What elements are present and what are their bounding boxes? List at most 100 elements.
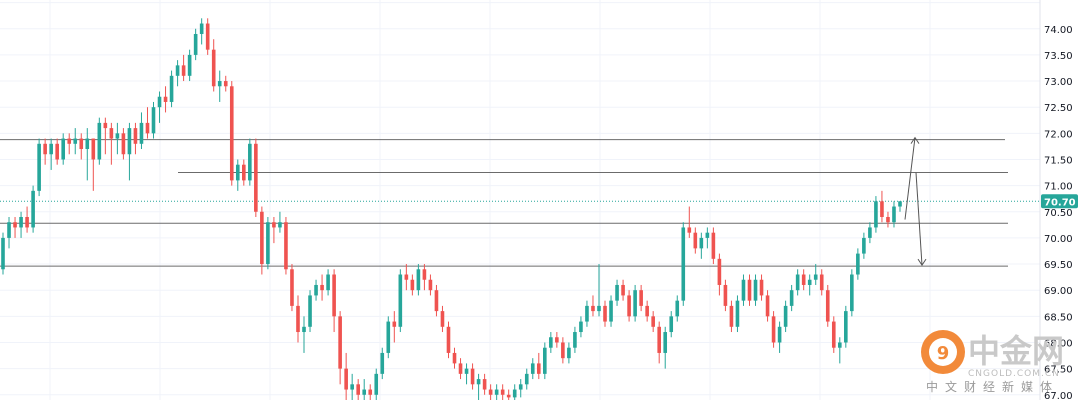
candle-body xyxy=(868,227,872,238)
candle-body xyxy=(543,347,547,374)
chart-grid xyxy=(0,0,1040,400)
candle-body xyxy=(747,279,752,301)
candle-body xyxy=(398,274,403,327)
candle-body xyxy=(19,216,23,228)
candle-body xyxy=(886,216,890,223)
candle-body xyxy=(380,352,385,374)
candle-body xyxy=(308,295,312,327)
arrow-down-head-icon xyxy=(917,258,927,267)
candle-body xyxy=(789,290,794,306)
candle-body xyxy=(633,290,637,317)
candle-body xyxy=(97,122,102,160)
candle-body xyxy=(579,321,583,333)
y-tick-label: 70.50 xyxy=(1044,208,1073,219)
candle-body xyxy=(169,75,174,102)
candle-body xyxy=(139,122,144,144)
candle-body xyxy=(699,237,704,249)
candle-body xyxy=(669,316,674,333)
candle-body xyxy=(49,143,53,155)
candle-body xyxy=(440,311,445,327)
candle-body xyxy=(681,227,686,301)
y-tick-label: 69.50 xyxy=(1044,260,1073,271)
candle-body xyxy=(260,211,264,265)
candle-body xyxy=(500,389,505,395)
candle-body xyxy=(837,342,842,348)
y-tick-label: 72.50 xyxy=(1044,103,1073,114)
candle-body xyxy=(229,86,234,181)
candle-body xyxy=(813,274,818,280)
logo-mark-inner-icon xyxy=(929,338,957,366)
candle-body xyxy=(651,316,655,327)
logo-title: 中金网 xyxy=(968,332,1064,370)
candle-body xyxy=(73,138,78,144)
price-axis: 74.00 73.50 73.00 72.50 72.00 71.50 71.00 70.50… xyxy=(1039,0,1080,400)
candle-body xyxy=(753,279,758,301)
candle-body xyxy=(494,389,499,395)
candle-body xyxy=(597,305,601,312)
candle-body xyxy=(374,373,379,395)
candle-body xyxy=(181,65,186,76)
candle-body xyxy=(657,326,662,353)
candle-body xyxy=(296,305,300,333)
candle-body xyxy=(31,190,35,228)
candle-body xyxy=(476,379,481,385)
candle-body xyxy=(585,305,589,322)
candle-body xyxy=(392,321,397,327)
candle-body xyxy=(458,363,463,374)
candle-body xyxy=(199,23,204,34)
candle-body xyxy=(536,363,541,374)
candle-body xyxy=(61,138,66,160)
candle-body xyxy=(777,326,782,343)
candle-body xyxy=(711,232,716,259)
candle-body xyxy=(434,290,439,312)
candle-body xyxy=(687,227,692,233)
arrow-up-line xyxy=(904,137,916,220)
candle-body xyxy=(344,368,348,390)
candle-body xyxy=(892,206,896,223)
candle-body xyxy=(663,332,668,353)
candle-body xyxy=(729,305,734,327)
candle-body xyxy=(187,54,192,76)
candle-body xyxy=(254,143,258,212)
candle-body xyxy=(103,122,108,129)
candle-body xyxy=(609,300,613,322)
candle-body xyxy=(115,133,120,139)
candle-body xyxy=(205,23,210,50)
candle-body xyxy=(368,389,373,395)
candle-body xyxy=(175,65,180,76)
arrow-up-head-icon xyxy=(910,136,920,144)
candle-body xyxy=(1,237,5,270)
candle-body xyxy=(573,332,577,348)
candle-body xyxy=(163,96,168,102)
candle-body xyxy=(452,352,457,364)
candle-body xyxy=(741,279,746,301)
candle-body xyxy=(856,253,860,275)
candle-body xyxy=(290,269,294,306)
candle-body xyxy=(386,321,391,353)
arrow-down-line xyxy=(915,172,923,266)
candle-body xyxy=(470,368,475,385)
candle-body xyxy=(211,49,216,87)
candle-body xyxy=(795,274,800,291)
candle-body xyxy=(302,326,306,333)
candle-body xyxy=(133,128,138,144)
candle-body xyxy=(627,295,631,317)
candle-body xyxy=(705,232,710,238)
candle-body xyxy=(645,305,649,317)
candle-body xyxy=(55,143,59,160)
candle-body xyxy=(801,274,806,285)
candle-body xyxy=(314,284,318,296)
candle-body xyxy=(567,347,571,359)
y-tick-label: 73.00 xyxy=(1044,77,1073,88)
candle-body xyxy=(43,143,47,155)
candle-body xyxy=(603,305,607,322)
candle-body xyxy=(506,394,511,398)
candle-body xyxy=(109,128,114,139)
candle-body xyxy=(621,284,625,296)
candle-body xyxy=(446,326,451,353)
candle-body xyxy=(488,389,493,395)
candle-body xyxy=(675,300,680,317)
candle-body xyxy=(193,33,198,55)
candle-body xyxy=(428,279,433,291)
